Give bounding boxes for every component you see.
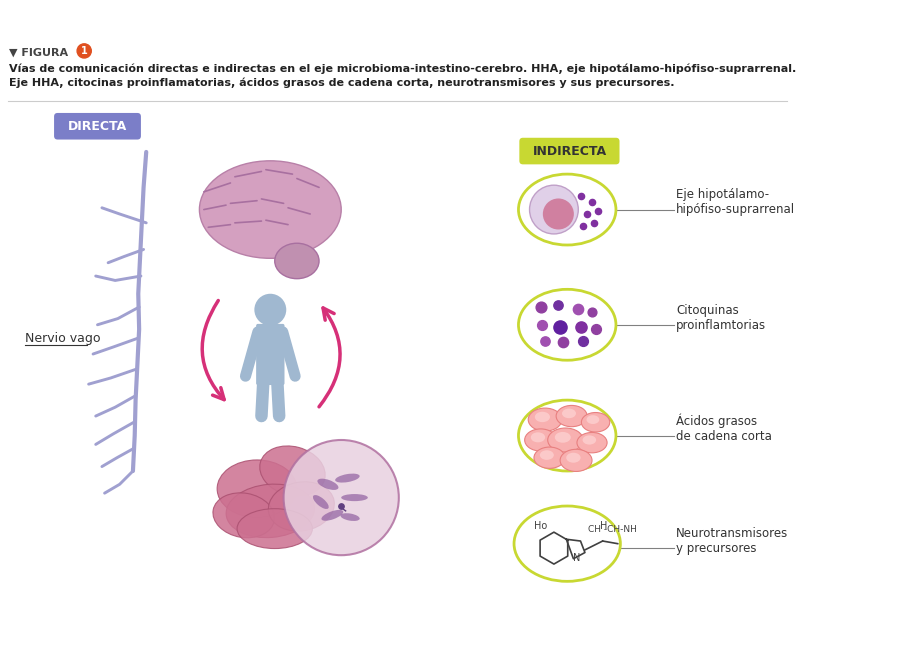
Ellipse shape — [313, 495, 328, 509]
Ellipse shape — [321, 510, 344, 521]
Ellipse shape — [581, 413, 610, 432]
Point — [551, 300, 565, 311]
Point — [570, 304, 585, 314]
Ellipse shape — [562, 409, 576, 418]
Ellipse shape — [335, 474, 360, 483]
Ellipse shape — [555, 432, 570, 443]
Ellipse shape — [535, 412, 550, 422]
Point — [573, 321, 588, 331]
Ellipse shape — [587, 415, 599, 424]
Ellipse shape — [318, 479, 338, 490]
Point — [591, 206, 605, 216]
Point — [587, 218, 601, 228]
Text: Citoquinas
proinflamtorias: Citoquinas proinflamtorias — [676, 304, 766, 331]
Ellipse shape — [213, 493, 274, 538]
Point — [585, 197, 599, 207]
Ellipse shape — [226, 484, 315, 537]
Text: Neurotransmisores
y precursores: Neurotransmisores y precursores — [676, 527, 788, 555]
Point — [588, 324, 603, 335]
Circle shape — [255, 294, 286, 326]
Text: DIRECTA: DIRECTA — [68, 120, 127, 132]
Point — [579, 209, 594, 219]
Ellipse shape — [531, 432, 545, 443]
Text: 1: 1 — [81, 46, 88, 56]
Ellipse shape — [582, 435, 597, 444]
Ellipse shape — [560, 450, 592, 472]
Ellipse shape — [274, 244, 319, 278]
Ellipse shape — [543, 198, 574, 229]
FancyBboxPatch shape — [54, 113, 141, 140]
FancyBboxPatch shape — [519, 138, 620, 164]
Text: Eje hipotálamo-
hipófiso-suprarrenal: Eje hipotálamo- hipófiso-suprarrenal — [676, 189, 796, 216]
Point — [576, 220, 590, 231]
Point — [573, 191, 588, 202]
Text: ▼ FIGURA: ▼ FIGURA — [9, 47, 68, 57]
Ellipse shape — [529, 185, 579, 234]
Text: Nervio vago: Nervio vago — [25, 331, 100, 344]
Ellipse shape — [566, 453, 580, 463]
Circle shape — [77, 44, 91, 58]
Ellipse shape — [260, 446, 326, 496]
Point — [555, 337, 570, 348]
Ellipse shape — [237, 508, 312, 548]
Ellipse shape — [518, 400, 616, 471]
Circle shape — [283, 440, 399, 555]
Ellipse shape — [514, 506, 621, 581]
Text: CH -CH-NH: CH -CH-NH — [588, 525, 637, 534]
Point — [553, 321, 567, 331]
Text: H: H — [600, 521, 607, 530]
Point — [538, 335, 553, 346]
Ellipse shape — [548, 428, 583, 452]
Ellipse shape — [518, 174, 616, 245]
Ellipse shape — [577, 432, 607, 453]
Ellipse shape — [341, 513, 360, 521]
Point — [534, 302, 548, 312]
Text: N: N — [573, 552, 580, 563]
Ellipse shape — [556, 406, 588, 427]
Text: Vías de comunicación directas e indirectas en el eje microbioma-intestino-cerebr: Vías de comunicación directas e indirect… — [9, 63, 797, 74]
Ellipse shape — [268, 482, 335, 531]
Ellipse shape — [540, 450, 553, 460]
Ellipse shape — [528, 408, 562, 431]
Point — [536, 320, 550, 330]
FancyBboxPatch shape — [257, 324, 284, 385]
Text: Ho: Ho — [535, 521, 548, 530]
Ellipse shape — [199, 161, 341, 258]
Ellipse shape — [525, 429, 556, 451]
Point — [585, 307, 599, 318]
Ellipse shape — [534, 447, 565, 468]
Ellipse shape — [341, 494, 368, 501]
Point — [576, 335, 590, 346]
Text: INDIRECTA: INDIRECTA — [533, 145, 607, 158]
Ellipse shape — [518, 289, 616, 360]
Text: Ácidos grasos
de cadena corta: Ácidos grasos de cadena corta — [676, 413, 772, 443]
Point — [334, 501, 348, 512]
Ellipse shape — [217, 460, 297, 517]
Text: Eje HHA, citocinas proinflamatorias, ácidos grasos de cadena corta, neurotransmi: Eje HHA, citocinas proinflamatorias, áci… — [9, 78, 675, 88]
